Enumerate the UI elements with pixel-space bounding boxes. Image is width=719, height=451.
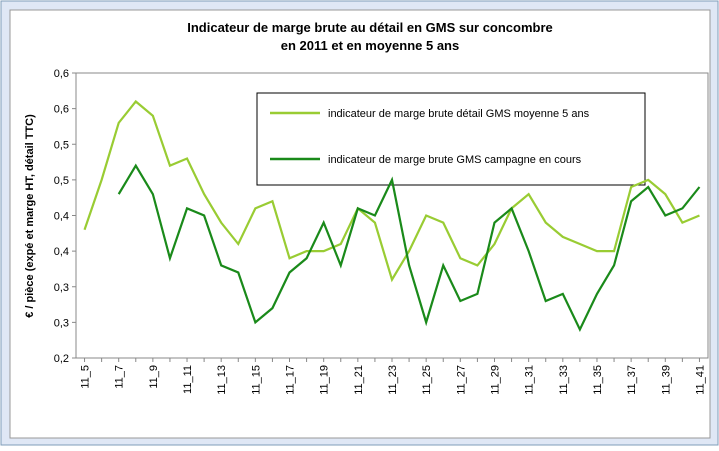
chart-frame (9, 9, 711, 439)
y-tick-label: 0,4 (54, 246, 69, 258)
y-tick-label: 0,6 (54, 68, 69, 80)
chart-subtitle: en 2011 et en moyenne 5 ans (281, 38, 459, 53)
x-tick-label: 11_13 (216, 365, 228, 395)
data-line (117, 163, 701, 333)
y-tick-label: 0,3 (54, 317, 69, 329)
x-tick-label: 11_41 (694, 365, 706, 395)
x-tick-label: 11_29 (489, 365, 501, 395)
y-tick-label: 0,5 (54, 175, 69, 187)
y-tick-label: 0,2 (54, 353, 69, 365)
y-tick-label: 0,6 (54, 104, 69, 116)
x-tick-label: 11_21 (353, 365, 365, 395)
x-tick-label: 11_19 (319, 365, 331, 395)
x-tick-label: 11_7 (114, 365, 126, 389)
x-tick-label: 11_17 (285, 365, 297, 395)
legend-label: indicateur de marge brute détail GMS moy… (328, 108, 590, 120)
x-tick-label: 11_31 (524, 365, 536, 395)
x-tick-label: 11_15 (250, 365, 262, 395)
x-tick-label: 11_33 (558, 365, 570, 395)
y-tick-label: 0,5 (54, 139, 69, 151)
x-tick-label: 11_25 (421, 365, 433, 395)
y-tick-label: 0,3 (54, 282, 69, 294)
x-tick-label: 11_35 (592, 365, 604, 395)
x-tick-label: 11_11 (182, 365, 194, 394)
chart-title: Indicateur de marge brute au détail en G… (187, 20, 553, 35)
y-axis-label: € / pièce (expé et marge HT, détail TTC) (24, 114, 36, 318)
x-tick-label: 11_9 (148, 365, 160, 389)
x-tick-label: 11_37 (626, 365, 638, 395)
legend-label: indicateur de marge brute GMS campagne e… (328, 154, 582, 166)
y-tick-label: 0,4 (54, 211, 69, 223)
x-tick-label: 11_27 (455, 365, 467, 395)
data-line (83, 99, 700, 283)
legend (256, 92, 646, 186)
x-tick-label: 11_5 (80, 365, 92, 389)
x-tick-label: 11_23 (387, 365, 399, 395)
x-tick-label: 11_39 (660, 365, 672, 395)
